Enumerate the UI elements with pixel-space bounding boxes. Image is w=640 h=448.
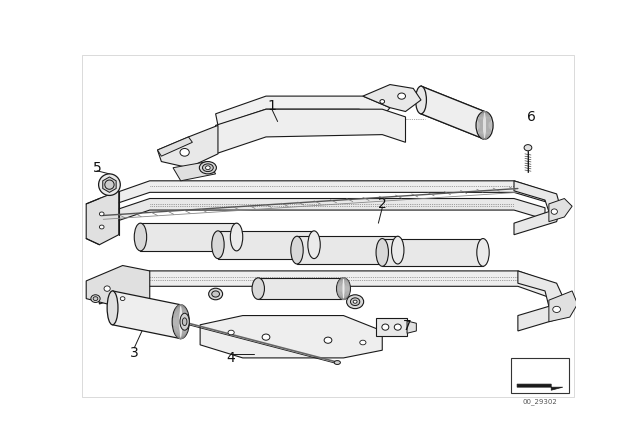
Ellipse shape (324, 337, 332, 343)
Ellipse shape (120, 297, 125, 301)
Ellipse shape (382, 324, 389, 330)
Ellipse shape (202, 164, 213, 172)
Ellipse shape (209, 288, 223, 300)
Ellipse shape (308, 231, 320, 258)
Ellipse shape (105, 180, 114, 189)
Ellipse shape (99, 174, 120, 195)
Polygon shape (549, 291, 577, 322)
Ellipse shape (376, 238, 388, 266)
Text: 3: 3 (130, 345, 139, 359)
Ellipse shape (182, 318, 187, 326)
Ellipse shape (380, 99, 385, 103)
Ellipse shape (347, 295, 364, 309)
Ellipse shape (392, 236, 404, 264)
Polygon shape (297, 236, 397, 264)
Polygon shape (99, 181, 545, 209)
Polygon shape (218, 231, 314, 258)
Ellipse shape (180, 148, 189, 156)
Text: 00_29302: 00_29302 (523, 399, 557, 405)
Ellipse shape (134, 223, 147, 251)
Polygon shape (173, 162, 216, 181)
Polygon shape (140, 223, 237, 251)
Polygon shape (216, 109, 406, 154)
Polygon shape (382, 238, 483, 266)
Polygon shape (518, 271, 564, 331)
Ellipse shape (397, 93, 406, 99)
Ellipse shape (93, 297, 98, 301)
Ellipse shape (228, 330, 234, 335)
Polygon shape (514, 181, 561, 235)
Ellipse shape (99, 212, 104, 216)
Ellipse shape (351, 298, 360, 306)
Ellipse shape (172, 305, 189, 339)
Ellipse shape (91, 295, 100, 302)
Ellipse shape (415, 86, 426, 114)
Ellipse shape (524, 145, 532, 151)
Polygon shape (99, 271, 553, 304)
Ellipse shape (199, 162, 216, 174)
Ellipse shape (99, 225, 104, 229)
Ellipse shape (337, 278, 351, 299)
Polygon shape (517, 384, 563, 390)
Ellipse shape (252, 278, 264, 299)
Bar (511, 358, 569, 392)
Ellipse shape (212, 291, 220, 297)
Ellipse shape (334, 361, 340, 365)
Ellipse shape (104, 286, 110, 291)
Ellipse shape (553, 306, 561, 313)
Polygon shape (421, 86, 484, 139)
Polygon shape (157, 125, 218, 168)
Text: 4: 4 (227, 351, 236, 365)
Ellipse shape (291, 236, 303, 264)
Ellipse shape (360, 340, 366, 345)
Polygon shape (407, 321, 417, 333)
Text: 7: 7 (403, 319, 412, 332)
Polygon shape (86, 266, 150, 308)
Ellipse shape (353, 300, 357, 303)
Ellipse shape (212, 231, 224, 258)
Ellipse shape (107, 291, 118, 325)
Ellipse shape (230, 223, 243, 251)
Polygon shape (86, 191, 119, 245)
Text: 5: 5 (93, 161, 101, 175)
Polygon shape (376, 318, 407, 336)
Ellipse shape (476, 112, 493, 139)
Polygon shape (363, 85, 421, 112)
Text: 2: 2 (378, 197, 387, 211)
Polygon shape (200, 315, 382, 358)
Polygon shape (216, 96, 390, 125)
Text: 1: 1 (268, 99, 276, 113)
Polygon shape (103, 177, 116, 192)
Ellipse shape (394, 324, 401, 330)
Polygon shape (549, 198, 572, 222)
Polygon shape (113, 291, 180, 339)
Ellipse shape (205, 166, 210, 170)
Polygon shape (259, 278, 344, 299)
Polygon shape (99, 198, 545, 227)
Ellipse shape (477, 238, 489, 266)
Text: 6: 6 (527, 110, 536, 124)
Ellipse shape (180, 313, 189, 330)
Polygon shape (157, 137, 193, 156)
Ellipse shape (262, 334, 270, 340)
Ellipse shape (551, 209, 557, 214)
